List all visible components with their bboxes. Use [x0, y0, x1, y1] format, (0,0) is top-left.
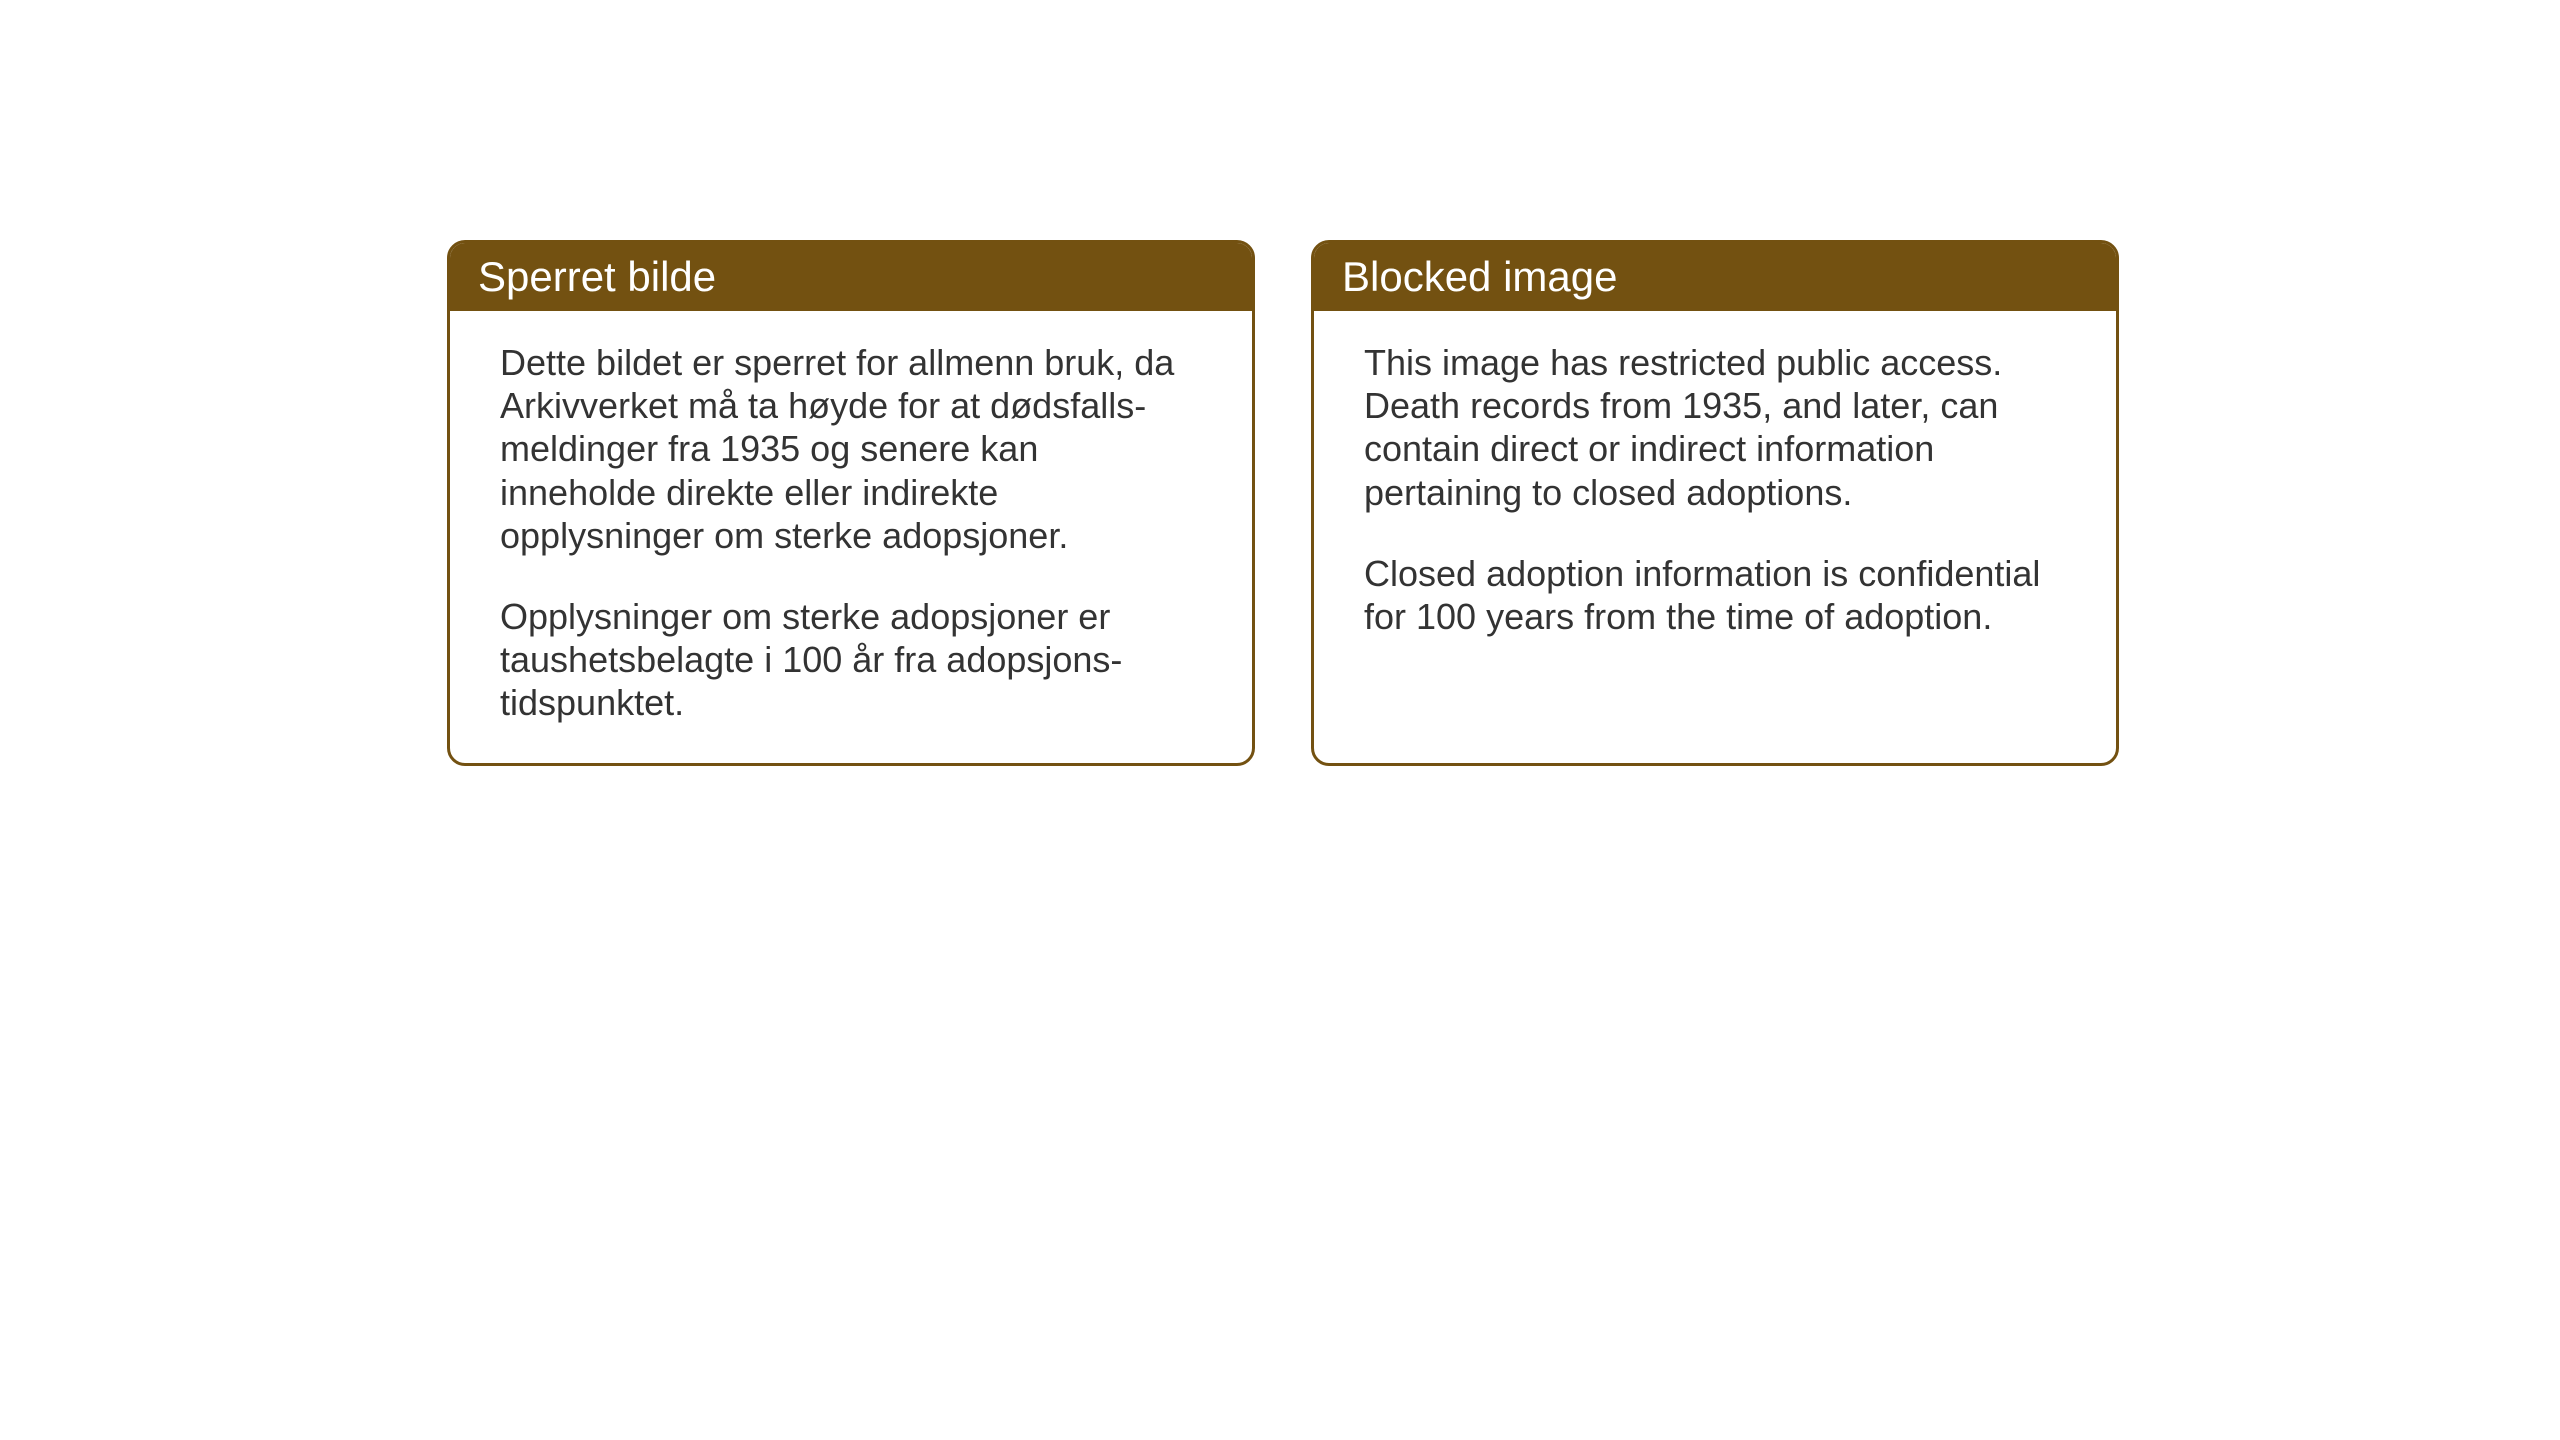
card-body-norwegian: Dette bildet er sperret for allmenn bruk…	[450, 311, 1252, 763]
card-body-english: This image has restricted public access.…	[1314, 311, 2116, 676]
card-paragraph-2-english: Closed adoption information is confident…	[1364, 552, 2066, 638]
card-title-norwegian: Sperret bilde	[478, 253, 716, 300]
card-paragraph-1-norwegian: Dette bildet er sperret for allmenn bruk…	[500, 341, 1202, 557]
card-paragraph-2-norwegian: Opplysninger om sterke adopsjoner er tau…	[500, 595, 1202, 725]
card-header-norwegian: Sperret bilde	[450, 243, 1252, 311]
card-paragraph-1-english: This image has restricted public access.…	[1364, 341, 2066, 514]
card-title-english: Blocked image	[1342, 253, 1617, 300]
notice-cards-container: Sperret bilde Dette bildet er sperret fo…	[447, 240, 2119, 766]
card-header-english: Blocked image	[1314, 243, 2116, 311]
notice-card-norwegian: Sperret bilde Dette bildet er sperret fo…	[447, 240, 1255, 766]
notice-card-english: Blocked image This image has restricted …	[1311, 240, 2119, 766]
